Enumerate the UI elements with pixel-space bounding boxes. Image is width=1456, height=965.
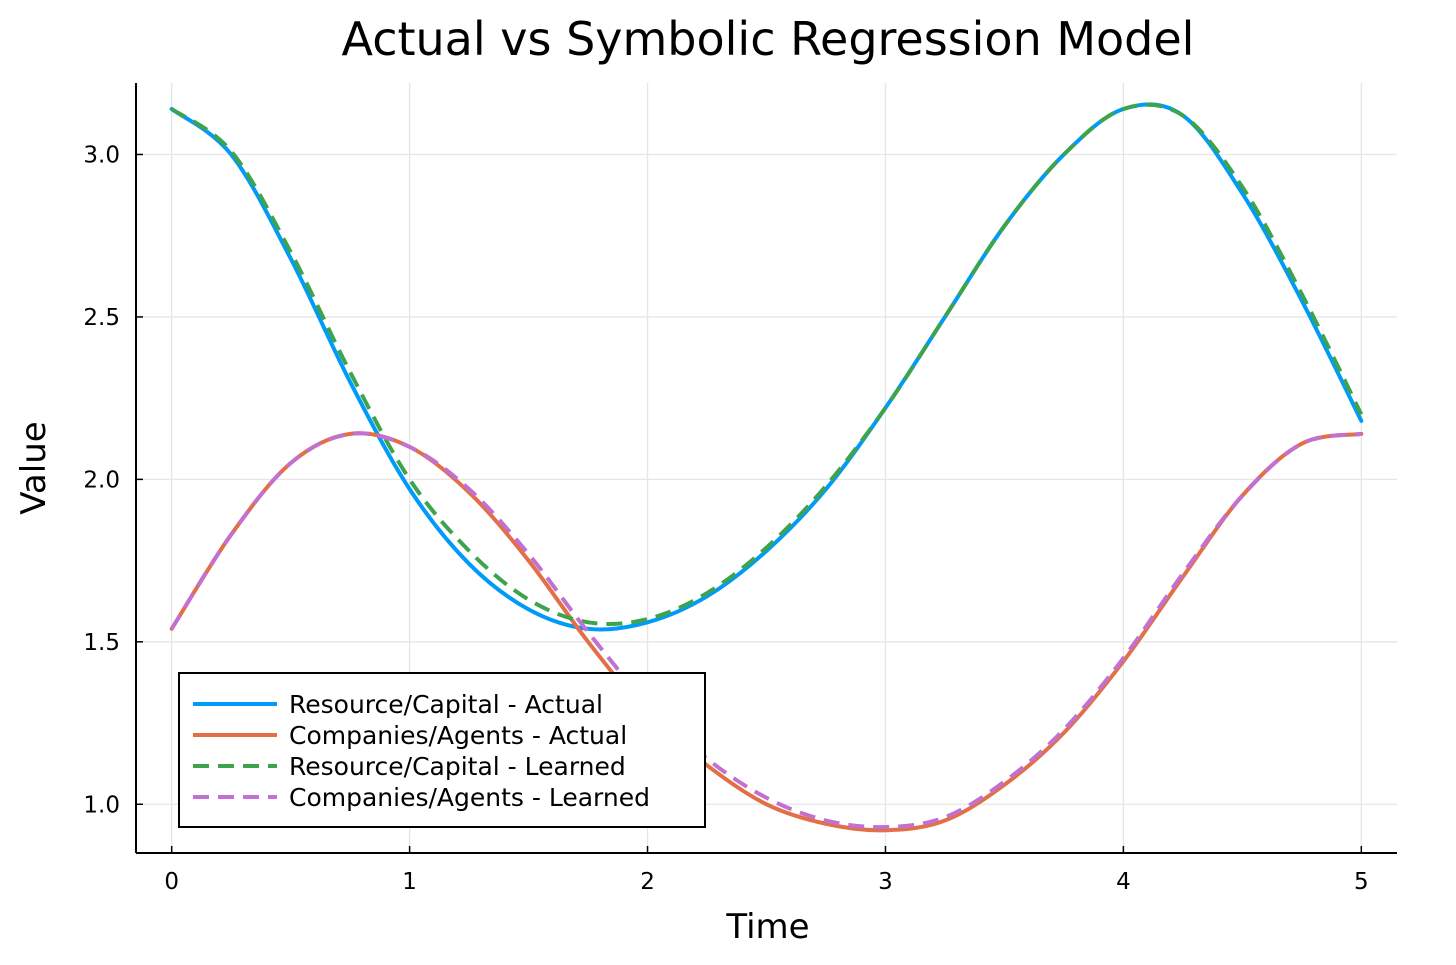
series-line-1 [169,102,1364,632]
x-tick-label: 2 [640,869,655,895]
x-tick-label: 5 [1354,869,1369,895]
series-line-3 [170,102,1364,627]
series-line-4 [169,431,1362,830]
legend-entry-label: Resource/Capital - Learned [289,752,626,781]
y-tick-label: 1.5 [83,630,120,656]
legend: Resource/Capital - ActualCompanies/Agent… [178,672,706,828]
y-tick-label: 2.0 [83,467,120,493]
series-lines [169,102,1364,833]
y-tick-label: 1.0 [83,792,120,818]
x-axis-label: Time [725,907,809,947]
tick-labels: 0 1 2 3 4 5 1.0 1.5 2.0 2.5 3.0 [83,142,1368,895]
chart-title: Actual vs Symbolic Regression Model [342,12,1195,66]
y-tick-label: 3.0 [83,142,120,168]
y-axis-label: Value [14,421,54,514]
legend-entry-label: Resource/Capital - Actual [289,690,603,719]
y-tick-label: 2.5 [83,305,120,331]
axes [135,83,1397,854]
x-tick-label: 0 [164,869,179,895]
legend-entry-label: Companies/Agents - Actual [289,721,627,750]
legend-box [178,672,706,828]
x-tick-label: 1 [402,869,417,895]
x-tick-label: 4 [1116,869,1131,895]
x-tick-label: 3 [878,869,893,895]
legend-entry-label: Companies/Agents - Learned [289,783,650,812]
